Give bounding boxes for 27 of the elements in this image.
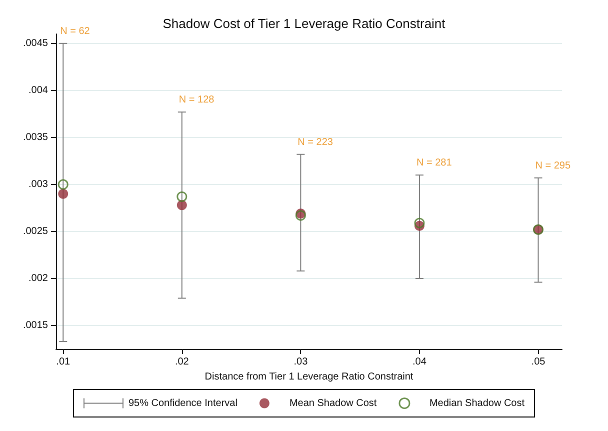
y-tick-label: .0045 — [22, 38, 48, 49]
y-tick-label: .0015 — [22, 320, 48, 331]
point — [176, 191, 188, 202]
annotation: N = 295 — [535, 160, 571, 172]
point — [414, 218, 425, 228]
y-tick-label: .002 — [28, 272, 48, 284]
x-tick-label: .04 — [412, 356, 427, 368]
y-tick-label: .004 — [28, 84, 48, 96]
annotation: N = 62 — [60, 26, 90, 37]
annotation: N = 128 — [178, 94, 215, 106]
point — [58, 188, 68, 199]
x-axis-title: Distance from Tier 1 Leverage Ratio Constraint — [204, 371, 414, 382]
chart-title: Shadow Cost of Tier 1 Leverage Ratio Constraint — [162, 16, 446, 31]
point — [176, 200, 187, 210]
y-tick-label: .0035 — [22, 132, 48, 143]
x-tick-label: .01 — [56, 356, 71, 368]
legend-label: Mean Shadow Cost — [289, 398, 377, 409]
y-tick-label: .003 — [28, 178, 48, 190]
x-tick-label: .03 — [294, 356, 308, 368]
annotation: N = 223 — [298, 136, 334, 148]
point — [58, 179, 68, 190]
x-tick-label: .02 — [174, 356, 190, 368]
y-tick-label: .0025 — [22, 226, 48, 237]
x-tick-label: .05 — [531, 356, 546, 368]
text: 95% Confidence Interval — [128, 398, 238, 409]
annotation: N = 281 — [416, 158, 452, 169]
legend-label: Median Shadow Cost — [429, 398, 525, 409]
